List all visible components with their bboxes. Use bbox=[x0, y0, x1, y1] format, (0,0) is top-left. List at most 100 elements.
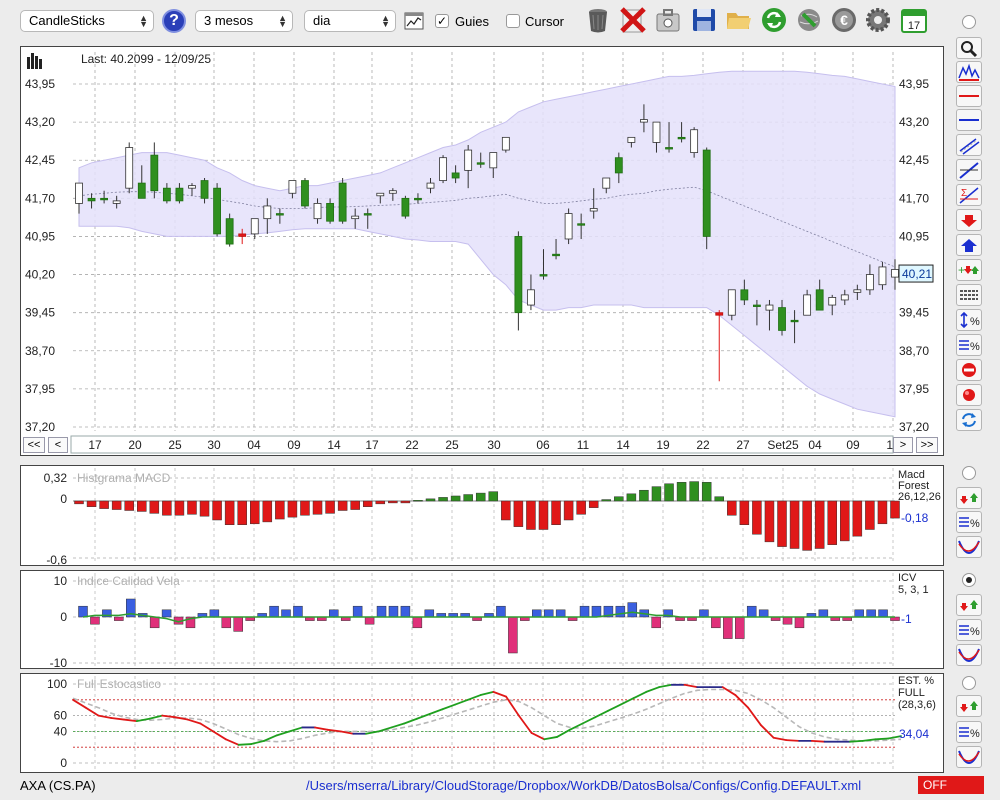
record-button[interactable] bbox=[956, 384, 982, 406]
stochastic-legend: EST. % bbox=[898, 675, 934, 687]
nav-prev-button[interactable]: < bbox=[48, 437, 68, 453]
refresh-icon[interactable] bbox=[760, 6, 788, 34]
add-arrows-button[interactable]: + bbox=[956, 259, 982, 281]
save-icon[interactable] bbox=[690, 6, 718, 34]
main-chart-radio[interactable] bbox=[962, 15, 976, 29]
x-tick-label: 04 bbox=[808, 438, 822, 452]
icv-bar bbox=[866, 609, 876, 618]
stop-button[interactable] bbox=[956, 359, 982, 381]
candle-body bbox=[150, 154, 159, 192]
stochastic-main-line-segment bbox=[416, 713, 431, 720]
x-tick-label: 19 bbox=[656, 438, 670, 452]
indicator-wave-button[interactable] bbox=[956, 61, 982, 83]
stochastic-panel[interactable]: Full Estocastico 100 60 40 0 EST. % FULL (28,3,… bbox=[20, 673, 944, 773]
macd-panel[interactable]: Histgrama MACD 0,32 0 -0,6 Macd Forest 26,12,2… bbox=[20, 465, 944, 567]
y-tick-label-left: 40,95 bbox=[25, 229, 55, 243]
channel-button[interactable] bbox=[956, 134, 982, 156]
candle-body bbox=[351, 215, 360, 220]
nav-first-button[interactable]: << bbox=[23, 437, 45, 453]
horizontal-line-red-button[interactable] bbox=[956, 85, 982, 107]
gear-icon[interactable] bbox=[864, 6, 892, 34]
folder-icon[interactable] bbox=[725, 6, 753, 34]
percent-scale-button[interactable]: % bbox=[956, 334, 982, 356]
stochastic-main-line-segment bbox=[556, 728, 571, 738]
macd-current-value: -0,18 bbox=[901, 511, 929, 525]
stochastic-main-line-segment bbox=[403, 717, 418, 725]
main-chart-panel[interactable]: 43,95 43,95 43,20 43,20 42,45 42,45 41,70 41,70… bbox=[20, 46, 944, 456]
macd-bar bbox=[501, 500, 511, 521]
nav-last-button[interactable]: >> bbox=[916, 437, 938, 453]
x-tick-label: Set25 bbox=[767, 438, 799, 452]
globe-icon[interactable] bbox=[795, 6, 823, 34]
arrow-down-red-button[interactable] bbox=[956, 209, 982, 231]
help-icon[interactable]: ? bbox=[162, 9, 186, 33]
horizontal-line-blue-icon bbox=[959, 119, 979, 121]
period-select[interactable]: 3 mesos ▲ ▼ bbox=[195, 10, 293, 32]
sync-button[interactable] bbox=[956, 409, 982, 431]
nav-next-button[interactable]: > bbox=[893, 437, 913, 453]
macd-radio[interactable] bbox=[962, 466, 976, 480]
stochastic-main-line-segment bbox=[288, 726, 304, 733]
indicator-curve-button[interactable] bbox=[956, 746, 982, 768]
stochastic-main-line-segment bbox=[390, 722, 406, 729]
zoom-button[interactable] bbox=[956, 37, 982, 59]
move-arrows-icon bbox=[960, 701, 978, 712]
macd-bar bbox=[99, 500, 109, 509]
indicator-curve-button[interactable] bbox=[956, 536, 982, 558]
chart-type-select[interactable]: CandleSticks ▲ ▼ bbox=[20, 10, 154, 32]
percent-scale-blue-button[interactable]: % bbox=[956, 309, 982, 331]
stochastic-radio[interactable] bbox=[962, 676, 976, 690]
icv-bar bbox=[269, 605, 279, 618]
icv-panel[interactable]: Indice Calidad Vela 10 0 -10 ICV 5, 3, 1 -1 bbox=[20, 570, 944, 670]
percent-scale-button[interactable]: % bbox=[956, 619, 982, 641]
move-arrows-button[interactable] bbox=[956, 487, 982, 509]
interval-select[interactable]: dia ▲ ▼ bbox=[304, 10, 396, 32]
icv-bar bbox=[209, 609, 220, 618]
icv-radio[interactable] bbox=[962, 573, 976, 587]
macd-histogram-chart[interactable]: Histgrama MACD 0,32 0 -0,6 MacdForest26,12,2… bbox=[21, 466, 943, 567]
candle-body bbox=[87, 197, 96, 202]
icv-bar bbox=[185, 616, 196, 629]
x-tick-label: 17 bbox=[365, 438, 379, 452]
move-arrows-button[interactable] bbox=[956, 594, 982, 616]
percent-scale-button[interactable]: % bbox=[956, 511, 982, 533]
calendar-icon[interactable]: 17 bbox=[900, 6, 928, 34]
stochastic-main-line-segment bbox=[212, 730, 227, 741]
period-value: 3 mesos bbox=[204, 13, 254, 28]
move-arrows-button[interactable] bbox=[956, 695, 982, 717]
bar-chart-icon bbox=[27, 53, 42, 69]
percent-scale-button[interactable]: % bbox=[956, 721, 982, 743]
suitcase-icon[interactable] bbox=[654, 6, 682, 34]
stochastic-main-line-segment bbox=[428, 708, 444, 715]
config-path-link[interactable]: /Users/mserra/Library/CloudStorage/Dropb… bbox=[306, 778, 862, 793]
arrow-up-blue-button[interactable] bbox=[956, 234, 982, 256]
indicator-curve-button[interactable] bbox=[956, 644, 982, 666]
grid-lines-button[interactable] bbox=[956, 284, 982, 306]
horizontal-line-red-icon bbox=[959, 95, 979, 97]
line-chart-icon[interactable] bbox=[404, 12, 424, 30]
y-tick-label-left: 43,20 bbox=[25, 115, 55, 129]
trash-icon[interactable] bbox=[584, 6, 612, 34]
stochastic-main-line-segment bbox=[568, 722, 584, 731]
interval-value: dia bbox=[313, 13, 331, 28]
y-tick-label: 40 bbox=[54, 724, 68, 738]
guides-checkbox[interactable]: ✓ bbox=[435, 14, 449, 28]
trendline-button[interactable] bbox=[956, 159, 982, 181]
macd-bar bbox=[563, 500, 574, 521]
cursor-checkbox[interactable] bbox=[506, 14, 520, 28]
horizontal-line-blue-button[interactable] bbox=[956, 109, 982, 131]
stochastic-main-line-segment bbox=[454, 698, 469, 706]
fibonacci-sigma-button[interactable]: Σ bbox=[956, 184, 982, 206]
euro-icon[interactable]: € bbox=[830, 6, 858, 34]
icv-bar bbox=[878, 609, 888, 618]
delete-icon[interactable] bbox=[619, 6, 647, 34]
icv-bar bbox=[699, 609, 709, 618]
icv-title: Indice Calidad Vela bbox=[77, 574, 180, 588]
candle-body bbox=[476, 162, 485, 165]
candlestick-chart[interactable]: 43,95 43,95 43,20 43,20 42,45 42,45 41,70 41,70… bbox=[21, 47, 943, 455]
candle-body bbox=[338, 182, 347, 222]
stochastic-main-line-segment bbox=[658, 683, 673, 689]
stochastic-main-line-segment bbox=[72, 698, 87, 709]
